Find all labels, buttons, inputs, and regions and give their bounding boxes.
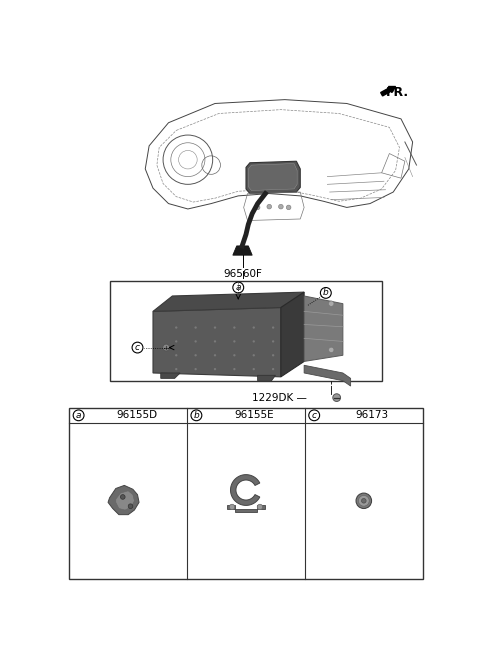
Text: c: c (135, 343, 140, 352)
Circle shape (328, 301, 334, 306)
Circle shape (361, 499, 366, 503)
Polygon shape (304, 296, 343, 361)
Circle shape (359, 495, 369, 506)
Circle shape (175, 340, 178, 342)
Circle shape (255, 205, 260, 210)
Circle shape (194, 354, 197, 357)
Circle shape (175, 327, 178, 328)
Text: 96155E: 96155E (234, 411, 274, 420)
Circle shape (194, 340, 197, 342)
Polygon shape (153, 292, 304, 311)
Polygon shape (228, 505, 264, 512)
Circle shape (214, 327, 216, 328)
Circle shape (252, 354, 255, 357)
Circle shape (233, 354, 236, 357)
Polygon shape (108, 486, 139, 514)
Circle shape (175, 368, 178, 371)
Polygon shape (230, 474, 260, 505)
Polygon shape (248, 164, 297, 191)
Circle shape (233, 282, 244, 293)
Circle shape (194, 327, 197, 328)
Circle shape (163, 344, 169, 351)
Circle shape (278, 204, 283, 209)
Circle shape (257, 505, 263, 510)
Text: FR.: FR. (385, 86, 409, 99)
Polygon shape (233, 246, 252, 255)
Circle shape (252, 368, 255, 371)
Polygon shape (281, 292, 304, 377)
Circle shape (267, 204, 272, 209)
Circle shape (233, 340, 236, 342)
Circle shape (73, 410, 84, 420)
Circle shape (233, 327, 236, 328)
Text: 96560F: 96560F (224, 269, 263, 279)
Circle shape (356, 493, 372, 509)
Text: a: a (236, 283, 241, 292)
Text: 1229DK —: 1229DK — (252, 393, 306, 403)
Circle shape (194, 368, 197, 371)
Circle shape (272, 340, 274, 342)
Circle shape (233, 368, 236, 371)
Text: 96155D: 96155D (116, 411, 157, 420)
FancyBboxPatch shape (110, 281, 382, 380)
Circle shape (272, 354, 274, 357)
Text: b: b (323, 288, 329, 298)
Circle shape (132, 342, 143, 353)
Circle shape (272, 368, 274, 371)
Circle shape (333, 394, 340, 401)
Polygon shape (246, 161, 300, 194)
Text: b: b (193, 411, 199, 420)
Circle shape (252, 327, 255, 328)
FancyArrow shape (381, 87, 396, 96)
Text: 96173: 96173 (356, 411, 389, 420)
Circle shape (286, 205, 291, 210)
Circle shape (328, 347, 334, 353)
Polygon shape (258, 375, 276, 380)
FancyBboxPatch shape (69, 407, 423, 579)
Circle shape (128, 504, 133, 509)
Text: c: c (312, 411, 317, 420)
Polygon shape (116, 491, 134, 510)
Circle shape (214, 340, 216, 342)
Polygon shape (161, 373, 180, 378)
Circle shape (175, 354, 178, 357)
Polygon shape (153, 307, 281, 377)
Circle shape (214, 368, 216, 371)
Circle shape (229, 505, 235, 510)
Circle shape (120, 495, 125, 499)
Polygon shape (304, 365, 350, 386)
Circle shape (272, 327, 274, 328)
Circle shape (309, 410, 320, 420)
Circle shape (321, 288, 331, 298)
Text: a: a (76, 411, 81, 420)
Circle shape (214, 354, 216, 357)
Circle shape (252, 340, 255, 342)
Circle shape (191, 410, 202, 420)
